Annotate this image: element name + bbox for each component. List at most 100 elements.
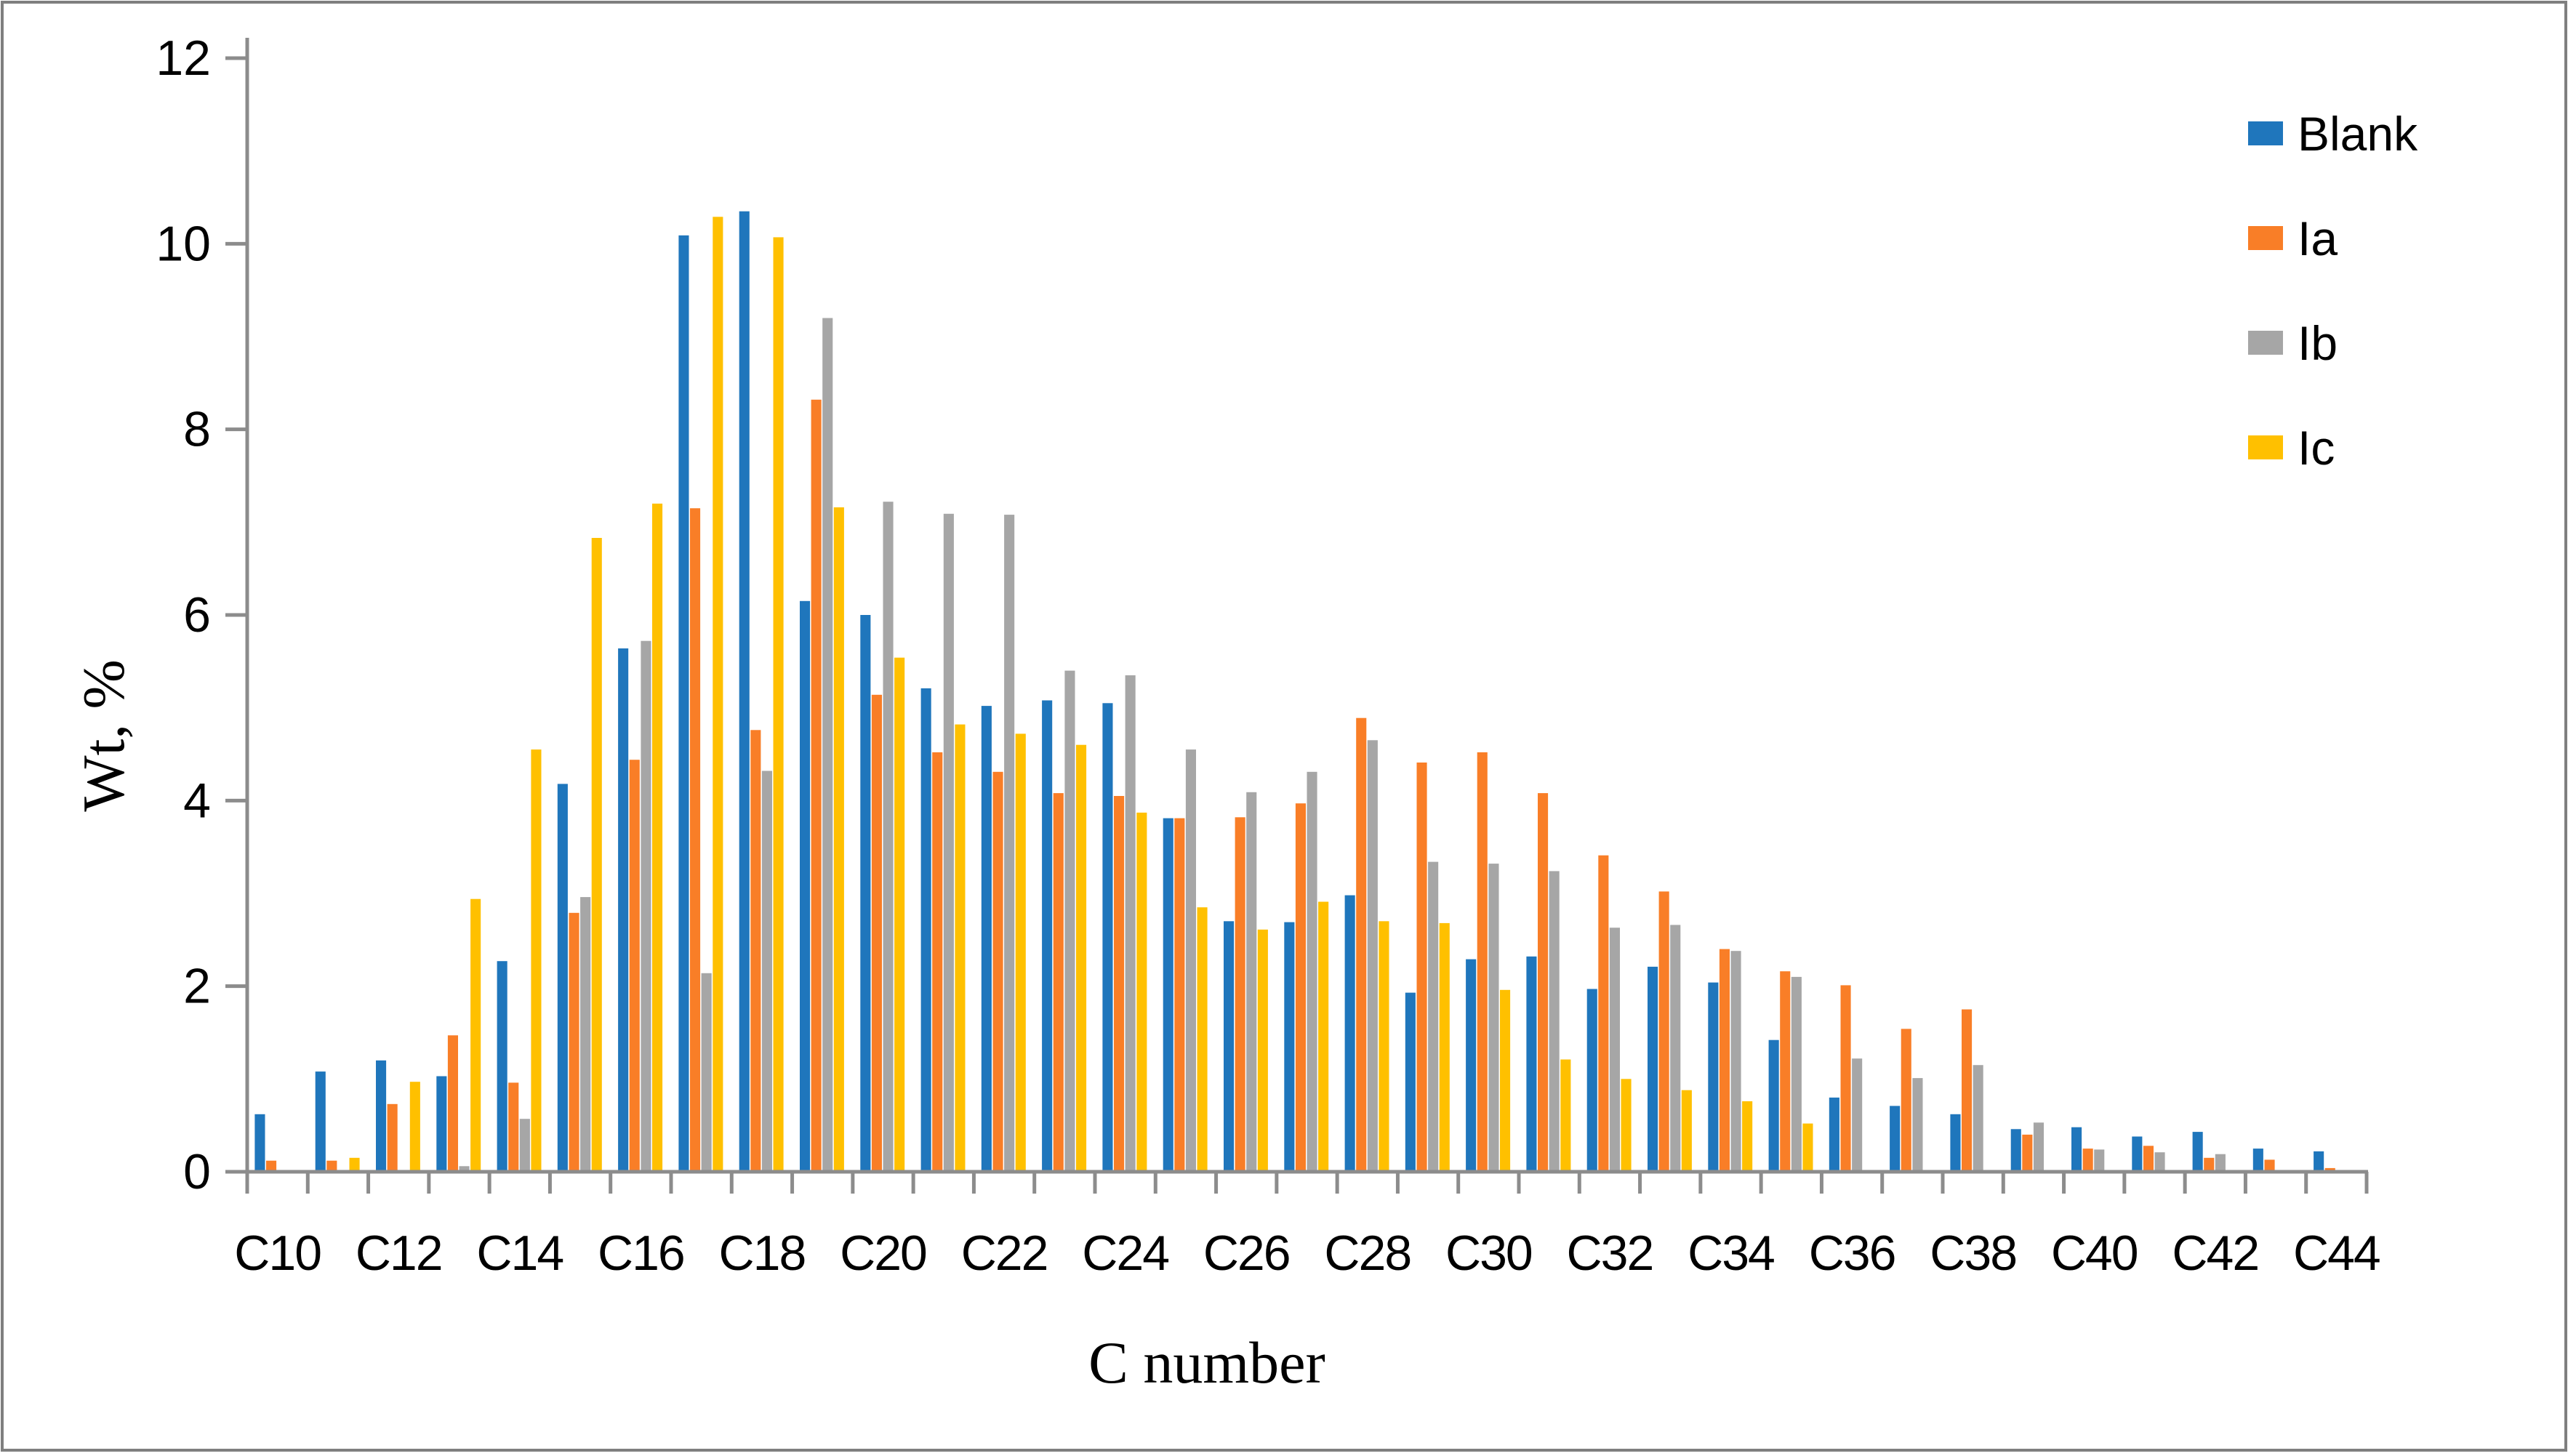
series-Ia [266, 399, 2335, 1172]
legend-label-Ic: Ic [2298, 421, 2335, 475]
bar-C19-Ia [811, 399, 822, 1172]
legend-label-Blank: Blank [2298, 107, 2418, 161]
y-tick-label: 12 [156, 31, 211, 86]
bar-C15-Ic [591, 538, 602, 1172]
bar-C21-Ib [943, 513, 954, 1172]
bar-C32-Blank [1586, 989, 1597, 1172]
legend-label-Ib: Ib [2298, 316, 2338, 370]
bar-C14-Ic [531, 749, 542, 1172]
bar-C25-Ic [1197, 907, 1208, 1173]
x-tick-label-C16: C16 [598, 1226, 684, 1281]
bar-C24-Ia [1114, 796, 1125, 1172]
bar-C33-Ia [1658, 891, 1669, 1172]
x-tick-label-C12: C12 [356, 1226, 442, 1281]
bar-C38-Ia [1962, 1009, 1973, 1172]
bar-C37-Blank [1890, 1106, 1901, 1172]
bar-C24-Ib [1125, 675, 1136, 1172]
bar-C29-Blank [1405, 992, 1416, 1172]
bar-C18-Ib [761, 771, 772, 1172]
x-tick-label-C14: C14 [476, 1226, 563, 1281]
bar-C32-Ib [1609, 928, 1620, 1172]
bar-C11-Blank [315, 1071, 326, 1172]
bar-C16-Blank [618, 648, 629, 1172]
bar-C42-Ib [2215, 1154, 2226, 1172]
bar-C30-Ia [1477, 752, 1488, 1172]
bar-C34-Blank [1708, 982, 1719, 1172]
bar-C12-Ic [409, 1082, 420, 1172]
bar-C25-Blank [1163, 818, 1173, 1172]
bar-C41-Blank [2132, 1136, 2143, 1172]
bar-C25-Ia [1174, 818, 1185, 1172]
y-tick-label: 10 [156, 216, 211, 271]
bar-C27-Ib [1307, 771, 1317, 1172]
bar-C12-Ia [387, 1103, 398, 1172]
bar-C42-Blank [2192, 1132, 2203, 1172]
bar-C35-Blank [1768, 1039, 1779, 1172]
bar-C22-Blank [981, 706, 992, 1172]
y-axis-ticks: 0 2 4 6 8 10 12 [156, 31, 247, 1199]
bar-C36-Ib [1852, 1058, 1863, 1172]
bar-C29-Ib [1428, 861, 1439, 1172]
bar-C19-Ib [822, 318, 833, 1172]
legend-label-Ia: Ia [2298, 212, 2338, 265]
bar-C42-Ia [2204, 1157, 2215, 1172]
x-tick-label-C34: C34 [1688, 1226, 1774, 1281]
bar-C31-Ib [1549, 871, 1560, 1172]
bar-C13-Ic [470, 898, 481, 1172]
bar-C43-Ia [2264, 1159, 2275, 1172]
bar-C31-Ia [1538, 793, 1549, 1172]
bar-C10-Blank [254, 1114, 265, 1172]
y-tick-label: 6 [183, 587, 211, 643]
bar-C14-Blank [497, 961, 507, 1172]
bar-C10-Ia [266, 1160, 277, 1172]
bar-C22-Ia [992, 771, 1003, 1172]
bar-C26-Blank [1224, 921, 1235, 1172]
bar-C22-Ic [1015, 733, 1026, 1172]
x-axis-title: C number [1088, 1330, 1325, 1396]
bar-C40-Blank [2071, 1127, 2082, 1172]
series-Blank [254, 211, 2324, 1173]
bar-C35-Ic [1802, 1123, 1813, 1172]
bar-C12-Blank [376, 1060, 387, 1172]
bar-C28-Ia [1356, 717, 1367, 1172]
bar-C29-Ic [1439, 922, 1450, 1172]
bar-C18-Blank [739, 211, 750, 1173]
x-tick-label-C24: C24 [1082, 1226, 1168, 1281]
series-Ic [349, 217, 1813, 1173]
bar-C39-Ib [2033, 1122, 2044, 1172]
x-tick-label-C18: C18 [719, 1226, 806, 1281]
bar-C38-Ib [1973, 1065, 1983, 1172]
bar-C15-Blank [557, 784, 568, 1172]
bar-C22-Ib [1004, 515, 1015, 1172]
bar-C30-Blank [1466, 959, 1477, 1172]
y-tick-label: 4 [183, 773, 211, 828]
bar-C35-Ib [1791, 976, 1802, 1172]
bar-C34-Ia [1719, 949, 1730, 1172]
bar-C35-Ia [1780, 971, 1791, 1172]
legend-swatch-Blank [2248, 121, 2283, 145]
bar-C13-Blank [436, 1076, 447, 1172]
bar-C18-Ia [750, 730, 761, 1172]
series-Ib [459, 318, 2226, 1172]
legend: Blank Ia Ib Ic [2248, 107, 2418, 475]
bar-C41-Ia [2143, 1146, 2154, 1172]
bar-C36-Blank [1829, 1097, 1839, 1172]
bar-C26-Ic [1257, 929, 1268, 1172]
bars-group [254, 211, 2335, 1173]
bar-C16-Ic [652, 503, 663, 1172]
bar-C37-Ia [1901, 1029, 1911, 1172]
bar-C33-Ic [1681, 1090, 1692, 1172]
bar-C30-Ib [1488, 864, 1499, 1172]
bar-C34-Ic [1742, 1101, 1753, 1172]
bar-C24-Blank [1102, 703, 1113, 1172]
bar-C41-Ib [2154, 1152, 2165, 1172]
bar-C20-Blank [860, 615, 871, 1172]
bar-C15-Ib [580, 897, 591, 1172]
bar-C27-Ia [1295, 803, 1306, 1172]
bar-C28-Blank [1344, 895, 1355, 1172]
bar-C16-Ib [641, 640, 651, 1172]
bar-C28-Ib [1367, 740, 1378, 1172]
bar-C43-Blank [2252, 1149, 2263, 1172]
